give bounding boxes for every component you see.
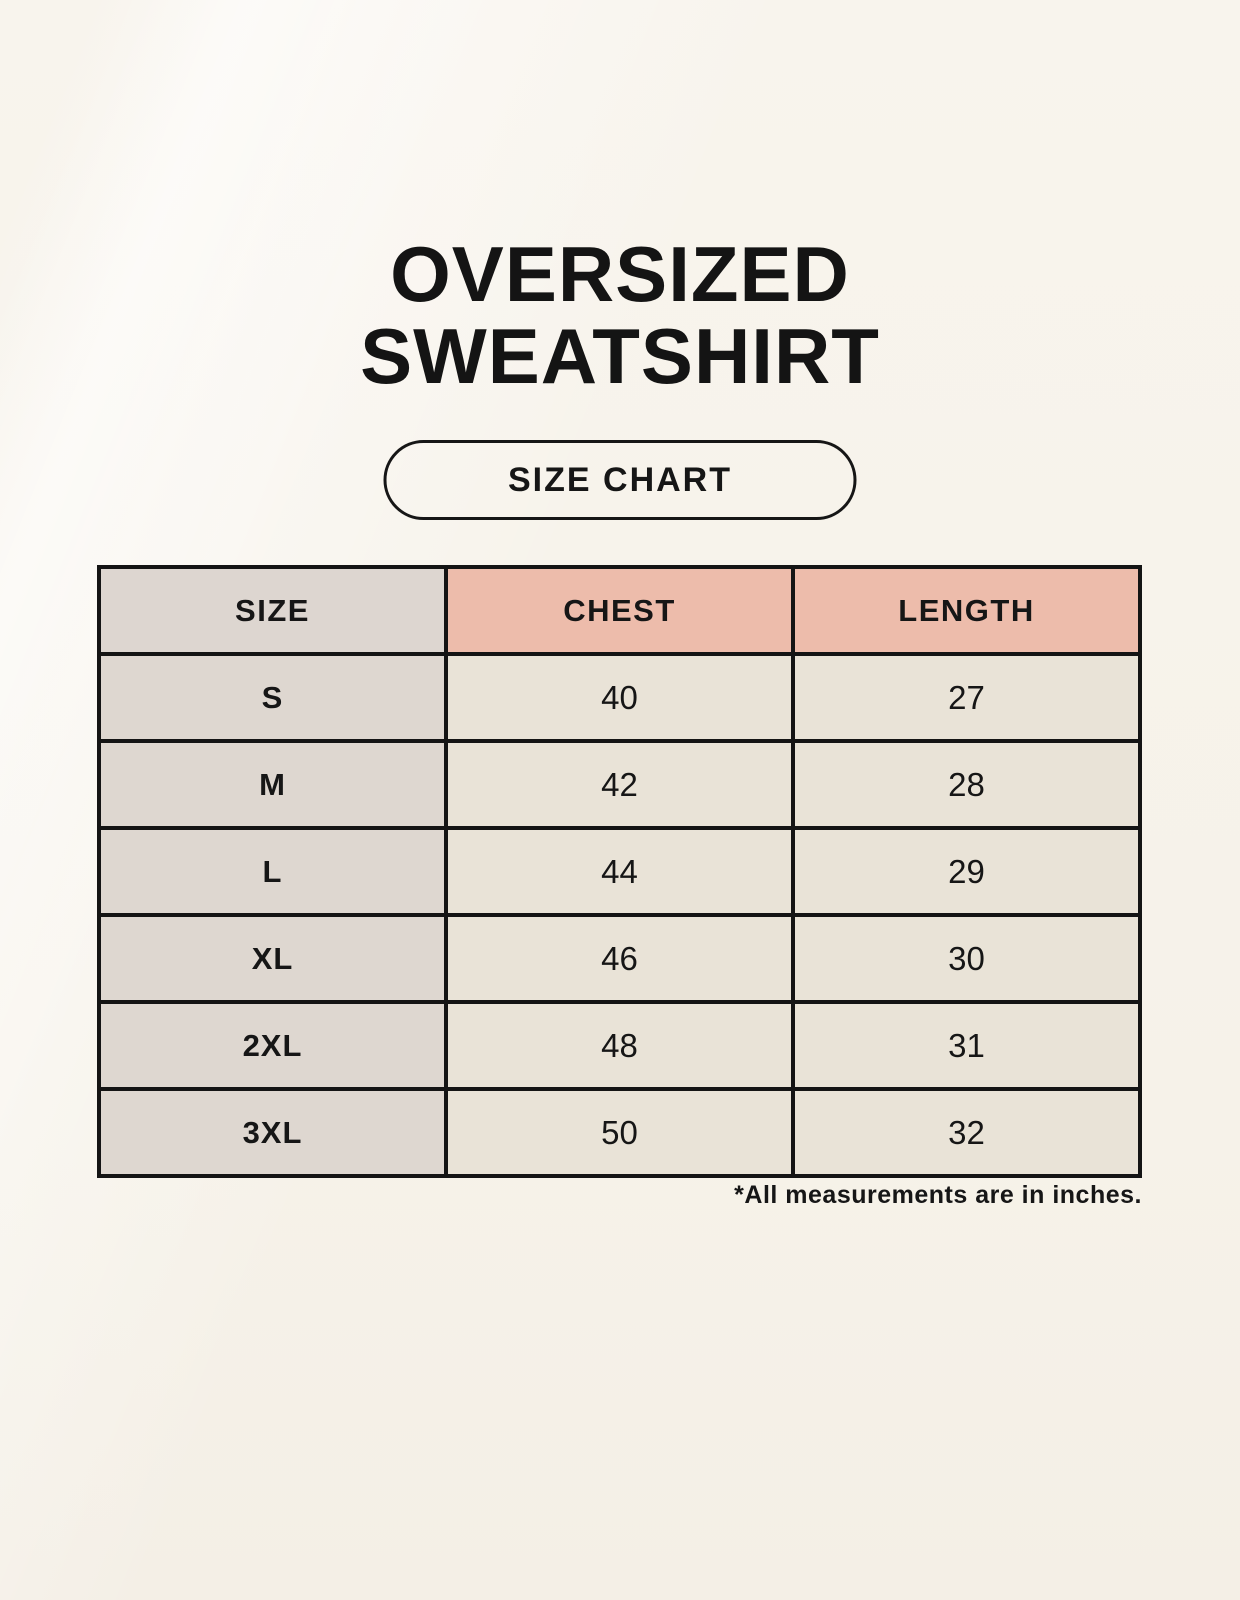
table-header-row: SIZE CHEST LENGTH bbox=[97, 565, 1142, 656]
chest-value: 42 bbox=[444, 739, 795, 830]
chest-value: 40 bbox=[444, 652, 795, 743]
table-row: XL 46 30 bbox=[97, 913, 1142, 1004]
size-chart-badge-label: SIZE CHART bbox=[508, 460, 732, 499]
table-row: M 42 28 bbox=[97, 739, 1142, 830]
length-value: 31 bbox=[791, 1000, 1142, 1091]
chest-value: 50 bbox=[444, 1087, 795, 1178]
length-value: 27 bbox=[791, 652, 1142, 743]
size-label: 2XL bbox=[97, 1000, 448, 1091]
table-row: S 40 27 bbox=[97, 652, 1142, 743]
size-label: XL bbox=[97, 913, 448, 1004]
table-row: 2XL 48 31 bbox=[97, 1000, 1142, 1091]
header-length: LENGTH bbox=[791, 565, 1142, 656]
header-size: SIZE bbox=[97, 565, 448, 656]
chest-value: 48 bbox=[444, 1000, 795, 1091]
size-label: 3XL bbox=[97, 1087, 448, 1178]
length-value: 29 bbox=[791, 826, 1142, 917]
measurements-footnote: *All measurements are in inches. bbox=[734, 1181, 1142, 1209]
size-chart-badge[interactable]: SIZE CHART bbox=[383, 440, 857, 520]
product-title-line-1: OVERSIZED bbox=[390, 230, 850, 318]
header-chest: CHEST bbox=[444, 565, 795, 656]
product-title-line-2: SWEATSHIRT bbox=[360, 312, 880, 400]
product-title: OVERSIZED SWEATSHIRT bbox=[0, 233, 1240, 397]
length-value: 30 bbox=[791, 913, 1142, 1004]
size-chart-table: SIZE CHEST LENGTH S 40 27 M 42 28 L bbox=[97, 565, 1142, 1178]
size-label: S bbox=[97, 652, 448, 743]
table-row: L 44 29 bbox=[97, 826, 1142, 917]
size-label: M bbox=[97, 739, 448, 830]
chest-value: 46 bbox=[444, 913, 795, 1004]
size-label: L bbox=[97, 826, 448, 917]
length-value: 32 bbox=[791, 1087, 1142, 1178]
table-row: 3XL 50 32 bbox=[97, 1087, 1142, 1178]
size-chart-table-container: SIZE CHEST LENGTH S 40 27 M 42 28 L bbox=[97, 565, 1142, 1178]
length-value: 28 bbox=[791, 739, 1142, 830]
chest-value: 44 bbox=[444, 826, 795, 917]
